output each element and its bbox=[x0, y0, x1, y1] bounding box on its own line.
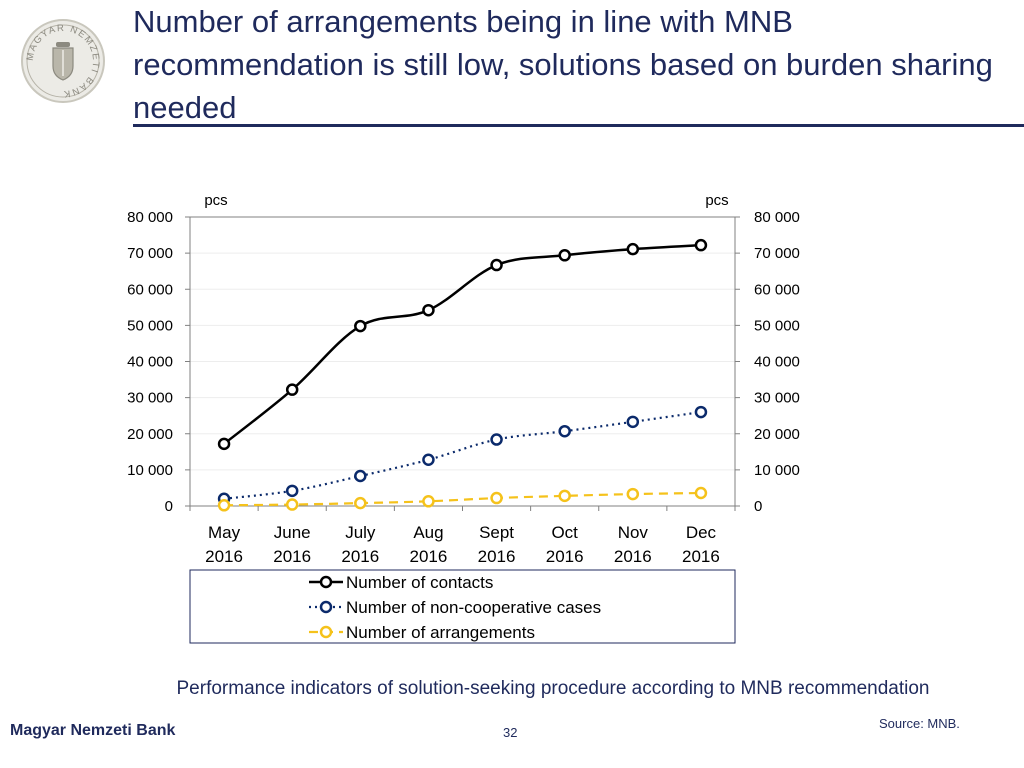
x-axis: May 2016 June 2016 July 2016 Aug 2016 Sept 2016 Oc… bbox=[189, 506, 736, 566]
y-tick-label-left: 30 000 bbox=[127, 390, 173, 407]
y-tick-label-left: 50 000 bbox=[127, 317, 173, 334]
data-point bbox=[558, 489, 571, 503]
y-tick-label-right: 50 000 bbox=[754, 317, 800, 334]
page-number: 32 bbox=[503, 725, 518, 740]
data-point bbox=[694, 486, 708, 500]
y-tick-label-left: 0 bbox=[165, 498, 173, 515]
y-tick-label-left: 60 000 bbox=[127, 281, 173, 298]
y-tick-label-right: 10 000 bbox=[754, 462, 800, 479]
mnb-logo: MAGYAR NEMZETI BANK bbox=[21, 19, 105, 103]
footer-bank-name: Magyar Nemzeti Bank bbox=[10, 722, 176, 739]
y-tick-label-left: 70 000 bbox=[127, 245, 173, 262]
y-axis-left: 0 10 000 20 000 30 000 40 000 50 000 60 000 70 … bbox=[127, 209, 190, 515]
y-tick-label-right: 0 bbox=[754, 498, 762, 515]
series-points bbox=[217, 238, 708, 512]
data-point bbox=[558, 424, 571, 438]
data-point bbox=[626, 415, 640, 429]
chart-caption: Performance indicators of solution-seeki… bbox=[176, 678, 930, 699]
data-point bbox=[694, 238, 708, 252]
data-point bbox=[490, 491, 503, 505]
legend-label: Number of arrangements bbox=[346, 623, 535, 642]
data-point bbox=[217, 437, 231, 451]
legend-box bbox=[189, 569, 736, 644]
legend: Number of contacts Number of non-cooperat… bbox=[189, 569, 736, 644]
x-tick-label: Nov 2016 bbox=[614, 523, 652, 566]
legend-marker bbox=[319, 575, 333, 589]
gridlines bbox=[190, 252, 735, 471]
legend-label: Number of non-cooperative cases bbox=[346, 598, 601, 617]
y-tick-label-right: 30 000 bbox=[754, 390, 800, 407]
series-line bbox=[223, 243, 702, 445]
data-point bbox=[558, 249, 571, 262]
x-tick-label: June 2016 bbox=[273, 523, 311, 566]
data-point bbox=[490, 258, 503, 272]
y-axis-label-right: pcs bbox=[705, 192, 728, 209]
series-lines bbox=[223, 243, 702, 507]
data-point bbox=[354, 469, 367, 483]
y-tick-label-left: 10 000 bbox=[127, 462, 173, 479]
y-tick-label-left: 40 000 bbox=[127, 354, 173, 371]
y-tick-label-left: 20 000 bbox=[127, 426, 173, 443]
y-tick-label-right: 70 000 bbox=[754, 245, 800, 262]
y-tick-label-right: 20 000 bbox=[754, 426, 800, 443]
data-point bbox=[217, 499, 231, 512]
data-point bbox=[422, 453, 435, 467]
y-tick-label-right: 80 000 bbox=[754, 209, 800, 226]
y-axis-label-left: pcs bbox=[204, 192, 227, 209]
legend-marker bbox=[319, 600, 333, 614]
x-tick-label: Dec 2016 bbox=[682, 523, 720, 566]
source-note: Source: MNB. bbox=[879, 716, 960, 731]
y-tick-label-right: 60 000 bbox=[754, 281, 800, 298]
y-tick-label-left: 80 000 bbox=[127, 209, 173, 226]
legend-marker bbox=[319, 625, 333, 639]
data-point bbox=[422, 495, 435, 508]
data-point bbox=[285, 498, 299, 511]
data-point bbox=[285, 383, 299, 396]
data-point bbox=[285, 484, 299, 498]
data-point bbox=[354, 319, 367, 333]
x-tick-label: May 2016 bbox=[205, 523, 243, 566]
y-tick-label-right: 40 000 bbox=[754, 354, 800, 371]
legend-label: Number of contacts bbox=[346, 573, 493, 592]
slide-title: Number of arrangements being in line wit… bbox=[133, 4, 993, 125]
x-tick-label: Oct 2016 bbox=[546, 523, 584, 566]
x-tick-label: July 2016 bbox=[341, 523, 379, 566]
data-point bbox=[422, 303, 435, 317]
data-point bbox=[626, 242, 640, 256]
y-axis-right: 0 10 000 20 000 30 000 40 000 50 000 60 000 70 … bbox=[735, 209, 800, 515]
data-point bbox=[354, 496, 367, 510]
x-tick-label: Aug 2016 bbox=[410, 523, 448, 566]
title-underline bbox=[133, 124, 1024, 127]
data-point bbox=[490, 433, 503, 446]
data-point bbox=[694, 405, 708, 419]
data-point bbox=[626, 487, 640, 501]
x-tick-label: Sept 2016 bbox=[478, 523, 516, 566]
